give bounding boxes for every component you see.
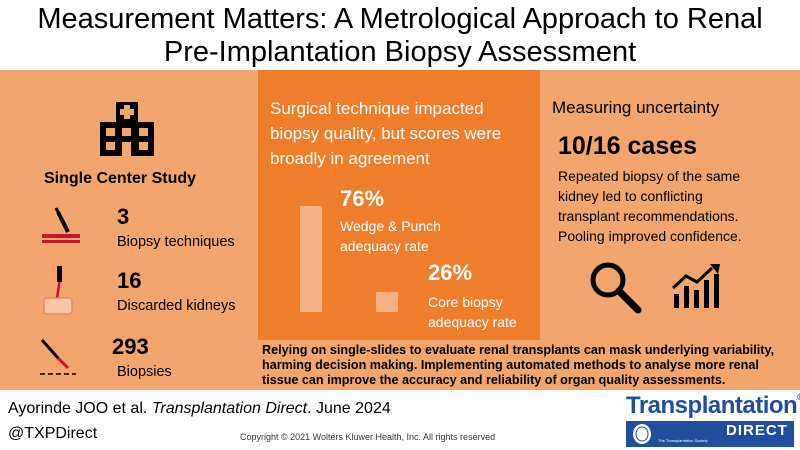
hospital-icon xyxy=(100,102,154,156)
logo-registered-mark: ® xyxy=(797,392,800,403)
society-seal-icon xyxy=(633,424,651,444)
logo-society-text: The Transplantation Society xyxy=(658,438,708,443)
middle-summary-line: broadly in agreement xyxy=(270,149,430,168)
core-biopsy-value: 26% xyxy=(428,260,473,285)
journal-logo-wordmark: Transplantation® xyxy=(626,392,800,420)
wedge-punch-value: 76% xyxy=(340,186,385,211)
panel-bottom xyxy=(258,340,800,390)
citation: Ayorinde JOO et al. Transplantation Dire… xyxy=(8,400,391,418)
middle-summary-line: biopsy quality, but scores were xyxy=(270,124,502,143)
title-line-1: Measurement Matters: A Metrological Appr… xyxy=(37,3,763,35)
citation-journal: Transplantation Direct xyxy=(151,400,308,417)
needle-tissue-icon xyxy=(43,266,73,315)
wedge-punch-label: Wedge & Punch adequacy rate xyxy=(340,216,441,256)
scalpel-tray-icon xyxy=(42,207,80,243)
stat-techniques-value: 3 xyxy=(117,204,130,229)
stat-kidneys-label: Discarded kidneys xyxy=(117,298,236,314)
conclusion-line: harming decision making. Implementing au… xyxy=(262,358,759,372)
core-biopsy-label-line: adequacy rate xyxy=(428,314,517,330)
magnifier-icon xyxy=(590,262,642,314)
wedge-punch-label-line: Wedge & Punch xyxy=(340,218,441,234)
wedge-punch-label-line: adequacy rate xyxy=(340,238,429,254)
uncertainty-line: kidney led to conflicting xyxy=(558,188,703,204)
conclusion-text: Relying on single-slides to evaluate ren… xyxy=(262,343,796,388)
stat-biopsies-value: 293 xyxy=(112,334,149,359)
uncertainty-description: Repeated biopsy of the same kidney led t… xyxy=(558,166,742,246)
core-biopsy-bar xyxy=(376,292,398,312)
logo-wordmark-text: Transplantation xyxy=(626,392,798,419)
core-biopsy-label-line: Core biopsy xyxy=(428,294,503,310)
panel-right xyxy=(540,70,800,340)
stat-biopsies-label: Biopsies xyxy=(117,364,172,380)
logo-direct-text: DIRECT xyxy=(726,422,788,439)
citation-authors: Ayorinde JOO et al. xyxy=(8,400,148,417)
journal-logo-bar xyxy=(626,421,794,447)
study-heading: Single Center Study xyxy=(44,170,197,187)
conclusion-line: Relying on single-slides to evaluate ren… xyxy=(262,343,775,357)
core-biopsy-label: Core biopsy adequacy rate xyxy=(428,292,517,332)
citation-date: . June 2024 xyxy=(307,400,391,417)
middle-summary-line: Surgical technique impacted xyxy=(270,99,484,118)
uncertainty-heading: Measuring uncertainty xyxy=(552,98,720,117)
page-title: Measurement Matters: A Metrological Appr… xyxy=(0,0,800,70)
title-line-2: Pre-Implantation Biopsy Assessment xyxy=(163,36,637,68)
copyright-notice: Copyright © 2021 Wolters Kluwer Health, … xyxy=(240,432,496,442)
stat-kidneys-value: 16 xyxy=(117,268,142,293)
twitter-handle[interactable]: @TXPDirect xyxy=(8,425,98,442)
stat-techniques-label: Biopsy techniques xyxy=(117,234,235,250)
conclusion-line: tissue can improve the accuracy and reli… xyxy=(262,373,726,387)
uncertainty-line: Pooling improved confidence. xyxy=(558,228,742,244)
uncertainty-line: Repeated biopsy of the same xyxy=(558,168,741,184)
trend-chart-icon xyxy=(671,264,720,308)
uncertainty-line: transplant recommendations. xyxy=(558,208,739,224)
cases-count: 10/16 cases xyxy=(558,132,698,160)
scalpel-icon xyxy=(40,339,76,375)
wedge-punch-bar xyxy=(300,206,322,312)
middle-summary: Surgical technique impacted biopsy quali… xyxy=(270,96,501,171)
